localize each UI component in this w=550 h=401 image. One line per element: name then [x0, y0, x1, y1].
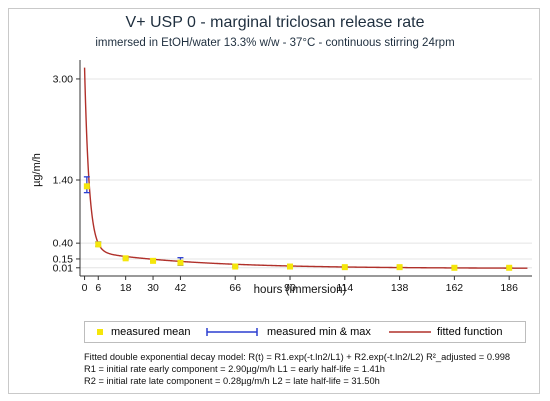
mean-point	[122, 255, 129, 262]
x-tick-label: 18	[120, 282, 132, 294]
legend-fit-marker	[389, 331, 431, 333]
mean-point	[177, 259, 184, 266]
x-tick-label: 30	[147, 282, 159, 294]
fitted-curve-group	[83, 67, 528, 269]
x-tick-label: 90	[284, 282, 296, 294]
axes	[79, 60, 532, 277]
y-axis-label: µg/m/h	[31, 153, 43, 187]
y-tick-label: 0.01	[53, 262, 74, 274]
model-notes: Fitted double exponential decay model: R…	[84, 351, 544, 387]
mean-point	[396, 264, 403, 271]
x-tick-label: 114	[336, 282, 353, 294]
mean-point	[232, 263, 239, 270]
mean-point	[83, 183, 90, 190]
y-tick-label: 1.40	[53, 175, 74, 187]
chart-subtitle: immersed in EtOH/water 13.3% w/w - 37°C …	[95, 37, 455, 49]
legend-item-fit: fitted function	[387, 325, 523, 339]
x-tick-label: 0	[82, 282, 88, 294]
mean-point	[150, 257, 157, 264]
y-tick-label: 3.00	[53, 73, 74, 85]
mean-point	[287, 263, 294, 270]
error-bars	[83, 176, 513, 269]
legend-label-fit: fitted function	[437, 326, 503, 338]
y-tick-label: 0.40	[53, 238, 74, 250]
legend-item-mean: measured mean	[93, 325, 213, 339]
mean-point	[451, 264, 458, 271]
note-model: Fitted double exponential decay model: R…	[84, 352, 511, 362]
fitted-curve	[83, 67, 528, 269]
chart-title: V+ USP 0 - marginal triclosan release ra…	[125, 14, 425, 31]
legend-label-mean: measured mean	[111, 326, 191, 338]
legend-label-minmax: measured min & max	[267, 326, 371, 338]
x-tick-label: 6	[95, 282, 101, 294]
x-tick-label: 162	[446, 282, 464, 294]
mean-point	[506, 264, 513, 271]
x-axis-label: hours (immersion)	[254, 284, 347, 296]
y-ticks: 0.010.15 0.40 1.40 3.00	[53, 73, 80, 274]
x-tick-label: 138	[391, 282, 409, 294]
x-ticks: 0 6 18 30 42 66 90 114 138 162 186	[82, 276, 518, 294]
legend: measured mean measured min & max fitted …	[84, 321, 526, 343]
legend-minmax-marker	[206, 328, 258, 336]
grid	[80, 78, 532, 269]
mean-point	[95, 241, 102, 248]
legend-item-minmax: measured min & max	[203, 325, 383, 339]
x-tick-label: 42	[175, 282, 187, 294]
y-tick-label: 0.15	[53, 253, 74, 265]
x-tick-label: 66	[229, 282, 241, 294]
mean-point	[341, 264, 348, 271]
mean-markers	[83, 183, 513, 271]
x-tick-label: 186	[500, 282, 518, 294]
note-r2: R2 = initial rate late component = 0.28µ…	[84, 376, 380, 386]
legend-mean-marker	[97, 329, 103, 335]
note-r1: R1 = initial rate early component = 2.90…	[84, 364, 385, 374]
